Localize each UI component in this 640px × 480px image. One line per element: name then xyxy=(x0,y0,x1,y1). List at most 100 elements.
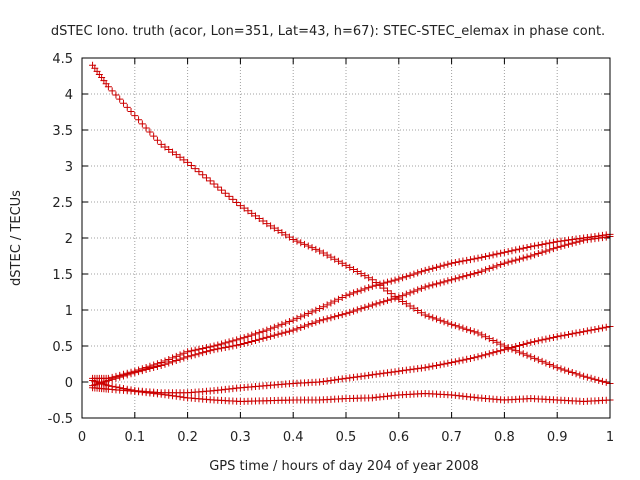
y-tick-label: 4.5 xyxy=(52,52,73,67)
data-point xyxy=(399,292,407,300)
data-point xyxy=(255,329,263,337)
data-point xyxy=(327,376,335,384)
data-point xyxy=(549,362,557,370)
x-tick-label: 0.6 xyxy=(388,430,409,445)
data-point xyxy=(244,207,252,215)
data-point xyxy=(289,326,297,334)
data-point xyxy=(402,300,410,308)
data-point xyxy=(263,326,271,334)
y-tick-label: 1.5 xyxy=(52,268,73,283)
data-point xyxy=(338,293,346,301)
data-point xyxy=(527,243,535,251)
data-point xyxy=(365,302,373,310)
data-point xyxy=(357,305,365,313)
data-point xyxy=(493,338,501,346)
data-point xyxy=(531,242,539,250)
data-point xyxy=(218,186,226,194)
data-point xyxy=(270,331,278,339)
data-point xyxy=(387,277,395,285)
data-point xyxy=(538,336,546,344)
plot-frame xyxy=(81,57,611,419)
data-point xyxy=(512,246,520,254)
data-point xyxy=(549,238,557,246)
data-point xyxy=(221,189,229,197)
data-point xyxy=(448,259,456,267)
data-point xyxy=(153,362,161,370)
data-point xyxy=(565,240,573,248)
data-point xyxy=(225,192,233,200)
data-point xyxy=(372,370,380,378)
data-point xyxy=(489,251,497,259)
data-point xyxy=(285,233,293,241)
data-point xyxy=(131,112,139,120)
data-point xyxy=(557,365,565,373)
data-point xyxy=(191,351,199,359)
data-point xyxy=(557,242,565,250)
data-point xyxy=(293,325,301,333)
data-point xyxy=(459,257,467,265)
data-point xyxy=(508,247,516,255)
data-point xyxy=(135,116,143,124)
data-point xyxy=(116,373,124,381)
data-point xyxy=(546,239,554,247)
data-point xyxy=(301,240,309,248)
data-point xyxy=(361,372,369,380)
data-point xyxy=(142,366,150,374)
data-point xyxy=(531,338,539,346)
data-point xyxy=(353,288,361,296)
data-point xyxy=(523,351,531,359)
data-point xyxy=(157,390,165,398)
data-point xyxy=(572,329,580,337)
data-point xyxy=(417,284,425,292)
data-point xyxy=(153,136,161,144)
data-point xyxy=(316,247,324,255)
data-point xyxy=(108,375,116,383)
data-point xyxy=(157,361,165,369)
data-point xyxy=(414,286,422,294)
data-point xyxy=(399,367,407,375)
data-point xyxy=(383,278,391,286)
data-point xyxy=(504,345,512,353)
data-point xyxy=(455,258,463,266)
data-point xyxy=(440,360,448,368)
data-point xyxy=(368,276,376,284)
data-point xyxy=(297,323,305,331)
data-point xyxy=(161,391,169,399)
data-point xyxy=(482,266,490,274)
data-point xyxy=(184,353,192,361)
data-point xyxy=(527,353,535,361)
data-point xyxy=(595,234,603,242)
data-point xyxy=(357,286,365,294)
x-tick-label: 0.1 xyxy=(124,430,145,445)
data-point xyxy=(482,253,490,261)
data-point xyxy=(485,252,493,260)
data-point xyxy=(500,259,508,267)
data-point xyxy=(334,257,342,265)
data-point xyxy=(380,369,388,377)
data-points xyxy=(89,61,614,405)
data-point xyxy=(338,311,346,319)
data-point xyxy=(334,375,342,383)
data-point xyxy=(391,294,399,302)
data-point xyxy=(199,349,207,357)
data-point xyxy=(316,378,324,386)
data-point xyxy=(176,153,184,161)
data-point xyxy=(387,295,395,303)
y-tick-label: 1 xyxy=(65,304,73,319)
data-point xyxy=(534,356,542,364)
data-point xyxy=(482,333,490,341)
data-point xyxy=(172,151,180,159)
data-point xyxy=(176,355,184,363)
data-point xyxy=(316,305,324,313)
data-point xyxy=(515,341,523,349)
data-point xyxy=(546,334,554,342)
data-point xyxy=(323,377,331,385)
data-point xyxy=(568,369,576,377)
data-point xyxy=(274,330,282,338)
data-point xyxy=(308,319,316,327)
data-point xyxy=(267,325,275,333)
x-tick-label: 0.3 xyxy=(230,430,251,445)
data-point xyxy=(346,308,354,316)
data-point xyxy=(406,289,414,297)
y-tick-label: 0 xyxy=(65,376,73,391)
